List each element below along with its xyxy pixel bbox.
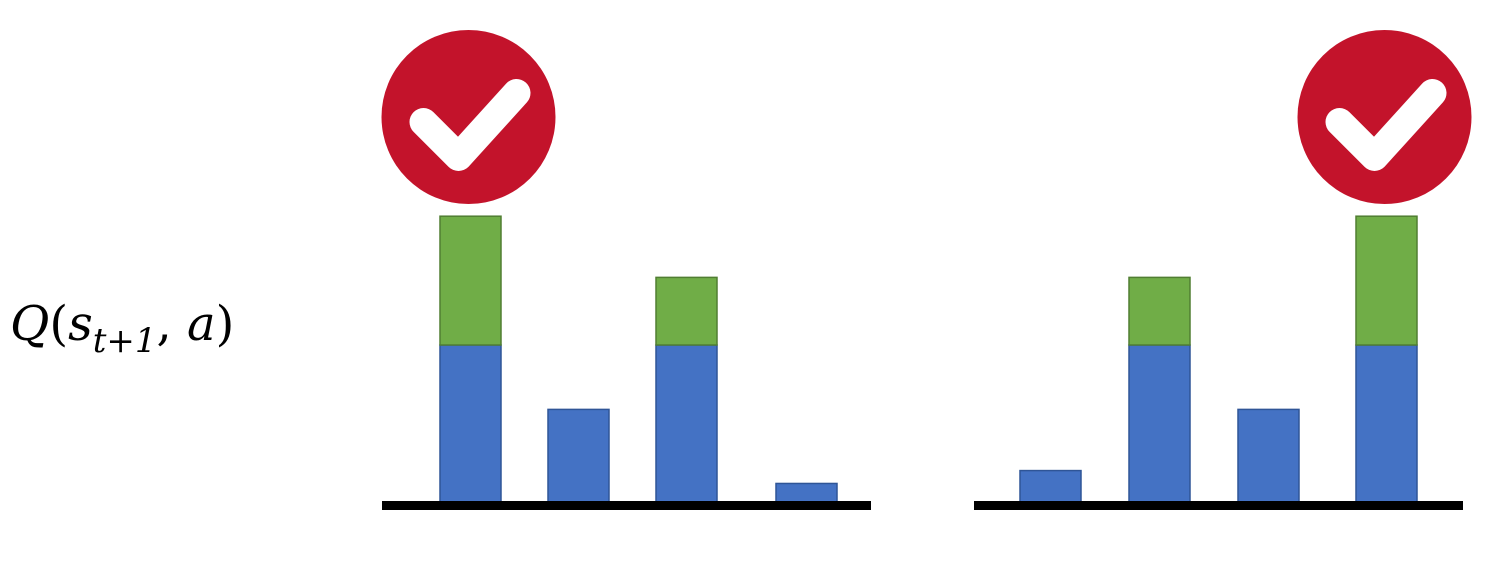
open-paren: ( — [49, 296, 69, 352]
chart2-axis — [974, 501, 1463, 510]
chart1-axis — [382, 501, 871, 510]
comma: , — [156, 296, 188, 352]
chart2-bar-4-extra — [1355, 215, 1418, 346]
chart1-bar-3-extra — [655, 276, 718, 346]
q-value-label: Q(st+1, a) — [10, 300, 234, 358]
state-symbol: s — [68, 296, 93, 352]
chart2-checkmark-icon — [1325, 79, 1447, 171]
state-subscript: t+1 — [92, 321, 157, 361]
chart2-bar-2-extra — [1128, 276, 1191, 346]
chart1-checkmark-icon — [409, 79, 531, 171]
q-symbol: Q — [10, 296, 50, 352]
chart2-check-circle-icon — [1297, 30, 1472, 204]
action-symbol: a — [187, 296, 216, 352]
chart1-bar-1-base — [439, 344, 502, 507]
chart2-bar-1-base — [1019, 469, 1082, 507]
chart1-bar-3-base — [655, 344, 718, 507]
chart1-bar-1-extra — [439, 215, 502, 346]
chart2-bar-3-base — [1237, 408, 1300, 507]
chart2-bar-4-base — [1355, 344, 1418, 507]
chart1-check-circle-icon — [381, 30, 556, 204]
chart1-bar-2-base — [547, 408, 610, 507]
chart2-bar-2-base — [1128, 344, 1191, 507]
close-paren: ) — [215, 296, 235, 352]
